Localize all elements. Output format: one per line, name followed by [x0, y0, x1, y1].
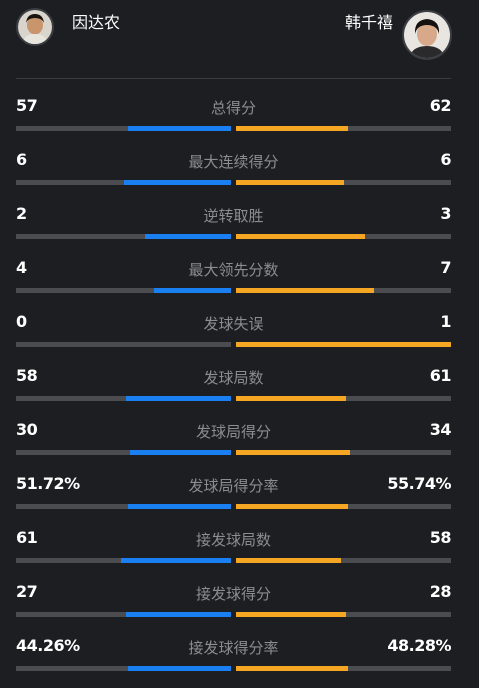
right-stat-bar-fill: [236, 126, 348, 131]
right-player-avatar[interactable]: [402, 10, 452, 60]
stat-label: 发球局得分率: [188, 477, 279, 495]
left-stat-value: 2: [16, 204, 27, 223]
stat-label: 发球局数: [203, 369, 264, 387]
right-stat-value: 7: [440, 258, 451, 277]
right-stat-bar-fill: [236, 558, 342, 563]
left-stat-value: 6: [16, 150, 27, 169]
stat-label: 发球局得分: [195, 423, 271, 441]
stat-label: 总得分: [210, 99, 256, 117]
left-stat-bar: [16, 342, 231, 347]
stat-row: 6 最大连续得分 6: [16, 148, 451, 202]
stat-label: 逆转取胜: [203, 207, 264, 225]
left-stat-bar-fill: [129, 450, 231, 455]
right-stat-bar: [236, 234, 451, 239]
right-stat-value: 34: [429, 420, 452, 439]
right-stat-bar: [236, 612, 451, 617]
right-stat-value: 3: [440, 204, 451, 223]
left-stat-bar: [16, 234, 231, 239]
right-stat-bar-fill: [236, 396, 346, 401]
right-stat-value: 6: [440, 150, 451, 169]
header-divider: [16, 78, 451, 79]
right-stat-bar-fill: [236, 234, 365, 239]
left-stat-bar-fill: [121, 558, 231, 563]
right-stat-bar-fill: [236, 504, 348, 509]
right-stat-bar-fill: [236, 288, 374, 293]
left-stat-bar-fill: [127, 666, 231, 671]
match-header: 因达农 韩千禧: [0, 0, 479, 78]
left-stat-bar-fill: [127, 504, 231, 509]
stat-label: 发球失误: [203, 315, 264, 333]
stat-label: 接发球得分率: [188, 639, 279, 657]
left-stat-bar: [16, 396, 231, 401]
left-stat-bar: [16, 450, 231, 455]
left-stat-value: 27: [16, 582, 38, 601]
left-stat-bar-fill: [125, 612, 231, 617]
left-stat-value: 44.26%: [16, 636, 80, 655]
stat-row: 51.72% 发球局得分率 55.74%: [16, 472, 451, 526]
left-player-name[interactable]: 因达农: [72, 13, 121, 32]
right-stat-bar-fill: [236, 612, 346, 617]
right-stat-value: 1: [440, 312, 451, 331]
right-stat-bar-fill: [236, 180, 344, 185]
stat-row: 2 逆转取胜 3: [16, 202, 451, 256]
left-stat-value: 57: [16, 96, 38, 115]
right-stat-value: 61: [429, 366, 452, 385]
right-stat-bar-fill: [236, 342, 451, 347]
stat-row: 57 总得分 62: [16, 94, 452, 148]
left-stat-bar-fill: [127, 126, 231, 131]
left-stat-bar-fill: [123, 180, 231, 185]
left-stat-bar-fill: [145, 234, 231, 239]
right-stat-value: 48.28%: [387, 636, 451, 655]
right-stat-bar: [236, 666, 451, 671]
right-stat-value: 28: [429, 582, 452, 601]
right-stat-bar: [236, 180, 451, 185]
right-stat-bar: [236, 504, 451, 509]
right-stat-bar: [236, 396, 451, 401]
stat-row: 58 发球局数 61: [16, 364, 452, 418]
left-stat-bar: [16, 666, 231, 671]
left-stat-value: 51.72%: [16, 474, 80, 493]
stat-row: 27 接发球得分 28: [16, 580, 452, 634]
right-stat-bar: [236, 288, 451, 293]
right-stat-bar: [236, 558, 451, 563]
left-stat-value: 30: [16, 420, 38, 439]
stat-row: 4 最大领先分数 7: [16, 256, 451, 310]
right-player-name[interactable]: 韩千禧: [344, 13, 393, 32]
right-stat-value: 62: [429, 96, 452, 115]
stat-label: 接发球得分: [195, 585, 271, 603]
stat-row: 44.26% 接发球得分率 48.28%: [16, 634, 451, 688]
left-stat-value: 4: [16, 258, 27, 277]
stat-label: 最大领先分数: [188, 261, 279, 279]
left-stat-bar: [16, 180, 231, 185]
left-stat-bar: [16, 288, 231, 293]
stat-row: 0 发球失误 1: [16, 310, 451, 364]
left-stat-bar-fill: [125, 396, 231, 401]
left-stat-bar: [16, 612, 231, 617]
right-stat-bar-fill: [236, 450, 350, 455]
player-photo-icon: [18, 10, 52, 44]
right-stat-bar: [236, 450, 451, 455]
stat-row: 61 接发球局数 58: [16, 526, 452, 580]
left-player-avatar[interactable]: [16, 8, 54, 46]
right-stat-value: 55.74%: [387, 474, 451, 493]
stats-list: 57 总得分 62 6 最大连续得分 6 2 逆转取胜 3 4 最大领先分数 7 0 发球失误 1 58 发球局…: [16, 94, 452, 688]
left-stat-bar-fill: [153, 288, 231, 293]
left-stat-bar: [16, 558, 231, 563]
player-photo-icon: [404, 12, 450, 58]
left-stat-value: 61: [16, 528, 38, 547]
right-stat-bar: [236, 342, 451, 347]
right-stat-bar: [236, 126, 451, 131]
right-stat-bar-fill: [236, 666, 348, 671]
right-stat-value: 58: [429, 528, 452, 547]
stat-label: 最大连续得分: [188, 153, 279, 171]
stat-label: 接发球局数: [195, 531, 271, 549]
stat-row: 30 发球局得分 34: [16, 418, 452, 472]
left-stat-value: 0: [16, 312, 27, 331]
left-stat-bar: [16, 504, 231, 509]
left-stat-bar: [16, 126, 231, 131]
left-stat-value: 58: [16, 366, 38, 385]
